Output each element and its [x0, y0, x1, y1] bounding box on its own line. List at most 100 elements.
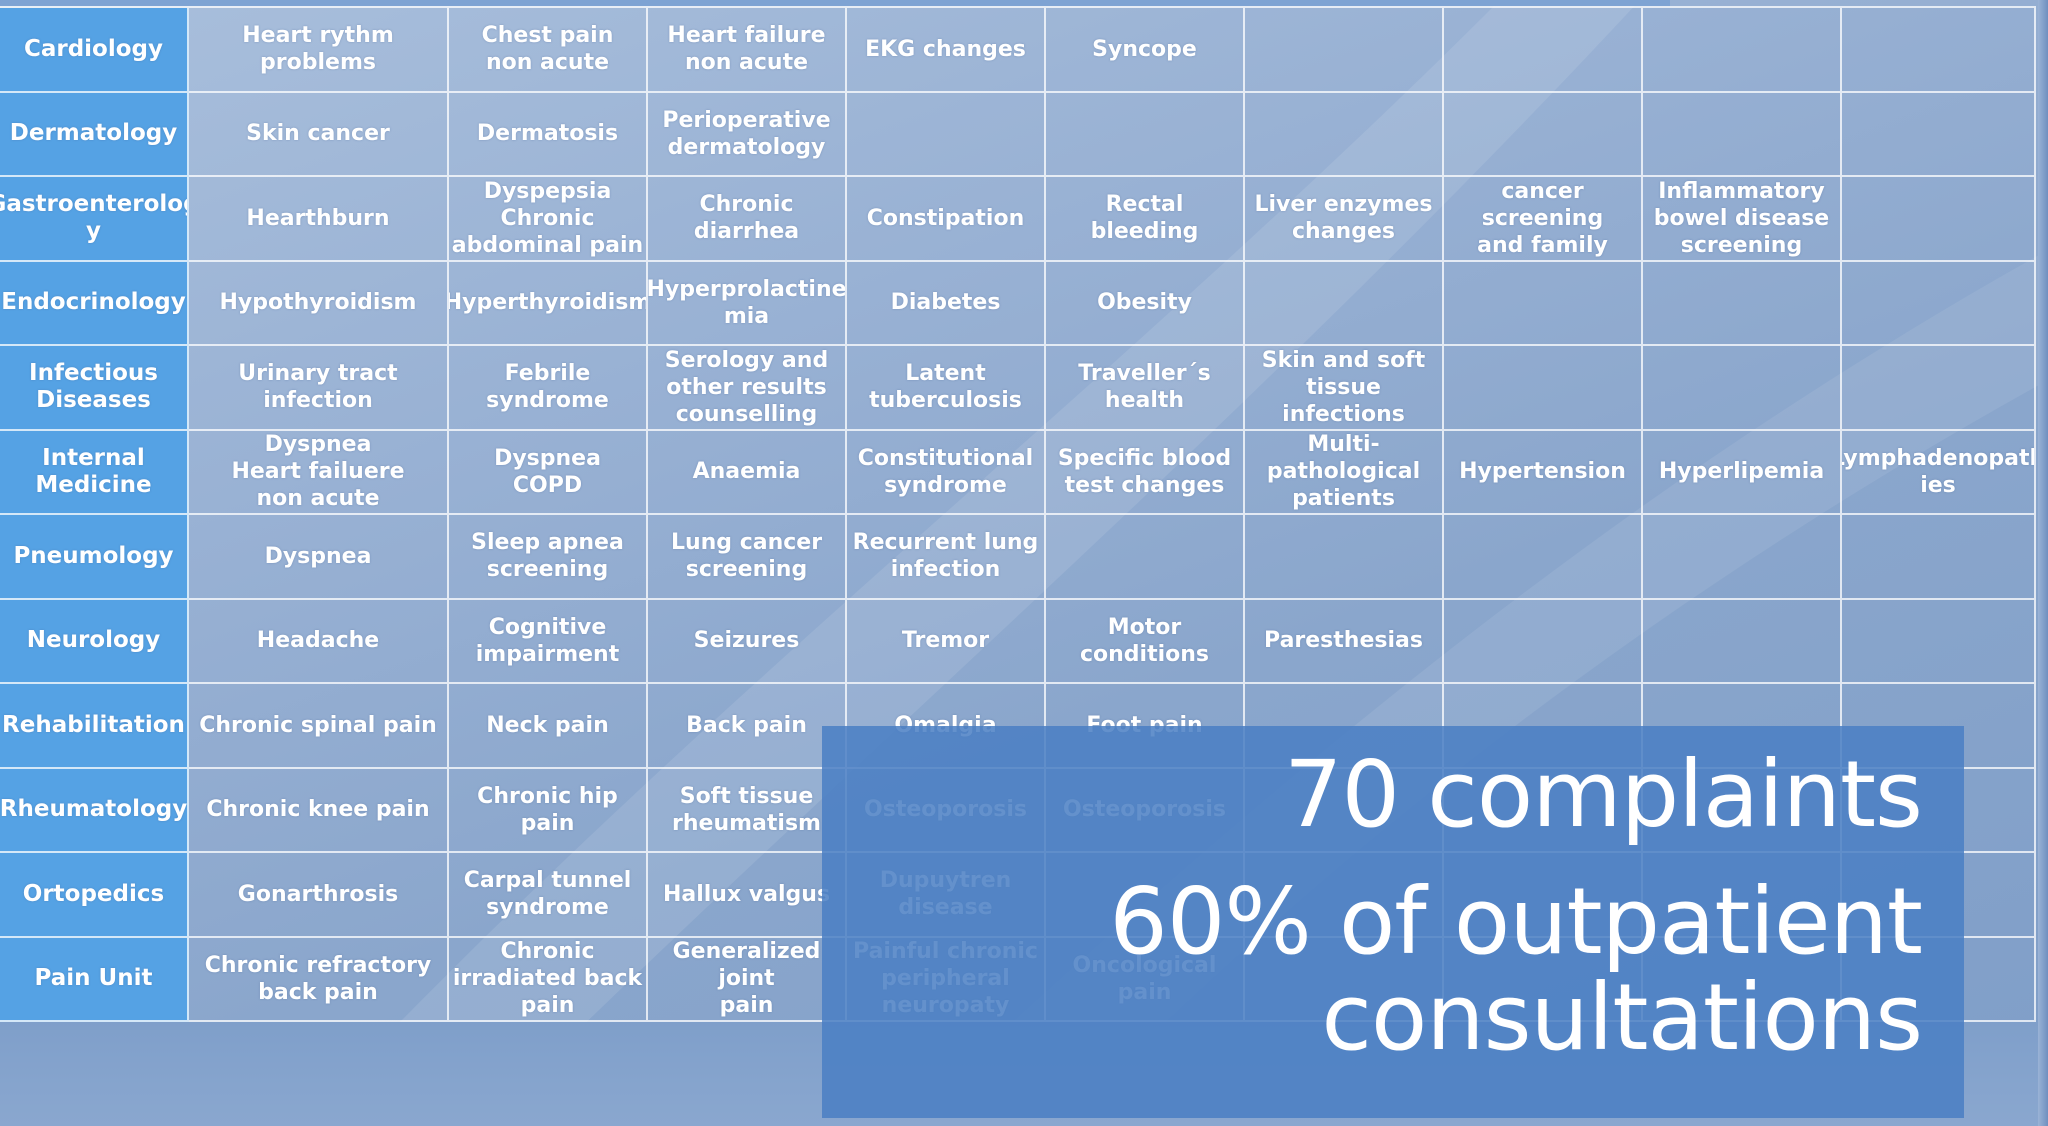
specialty-header-cell: Pneumology — [0, 515, 189, 600]
complaint-cell — [1444, 599, 1643, 684]
complaint-cell — [847, 92, 1046, 177]
complaint-cell — [1245, 92, 1444, 177]
specialty-header-cell: Ortopedics — [0, 853, 189, 938]
complaint-cell: Chronic diarrhea — [648, 177, 847, 262]
complaints-table: Cardiology Heart rythm problems Chest pain… — [0, 6, 2036, 1022]
complaint-cell: EKG changes — [847, 8, 1046, 93]
complaint-cell: Dyspnea COPD — [449, 430, 648, 515]
complaint-cell: Hypertension — [1444, 430, 1643, 515]
complaint-cell: Obesity — [1046, 261, 1245, 346]
complaint-cell: Perioperative dermatology — [648, 92, 847, 177]
complaint-cell: Seizures — [648, 599, 847, 684]
complaint-cell: Hyperthyroidism — [449, 261, 648, 346]
specialty-header-cell: Rheumatology — [0, 768, 189, 853]
complaint-cell — [1643, 599, 1842, 684]
complaint-cell: Headache — [189, 599, 449, 684]
complaint-cell: Dermatosis — [449, 92, 648, 177]
complaint-cell: Chest pain non acute — [449, 8, 648, 93]
complaint-cell: Lung cancer screening — [648, 515, 847, 600]
complaint-cell: Chronic irradiated back pain — [449, 937, 648, 1022]
complaint-cell — [1842, 599, 2036, 684]
complaint-cell: Hypothyroidism — [189, 261, 449, 346]
complaint-cell: Chronic hip pain — [449, 768, 648, 853]
specialty-header-cell: Neurology — [0, 599, 189, 684]
complaint-cell — [1444, 261, 1643, 346]
complaint-cell: Colorectal cancer screening and family s… — [1444, 177, 1643, 262]
complaint-cell — [1444, 346, 1643, 431]
complaint-cell: Sleep apnea screening — [449, 515, 648, 600]
complaint-cell — [1643, 261, 1842, 346]
complaint-cell: Chronic refractory back pain — [189, 937, 449, 1022]
complaint-cell: Diabetes — [847, 261, 1046, 346]
complaint-cell — [1643, 515, 1842, 600]
complaint-cell: Hearthburn — [189, 177, 449, 262]
complaint-cell: Febrile syndrome — [449, 346, 648, 431]
complaints-count-text: 70 complaints — [1283, 741, 1923, 848]
complaint-cell: Latent tuberculosis — [847, 346, 1046, 431]
specialty-header-cell: Gastroenterolog y — [0, 177, 189, 262]
complaint-cell — [1245, 8, 1444, 93]
complaint-cell — [1245, 261, 1444, 346]
complaint-cell: Traveller´s health — [1046, 346, 1245, 431]
complaint-cell — [1842, 346, 2036, 431]
specialty-header-cell: Infectious Diseases — [0, 346, 189, 431]
complaint-cell — [1046, 92, 1245, 177]
complaint-cell: Recurrent lung infection — [847, 515, 1046, 600]
complaint-cell — [1842, 177, 2036, 262]
complaint-cell: Heart rythm problems — [189, 8, 449, 93]
complaint-cell: Lymphadenopath ies — [1842, 430, 2036, 515]
complaint-cell — [1046, 515, 1245, 600]
complaint-cell: Carpal tunnel syndrome — [449, 853, 648, 938]
complaint-cell: Gonarthrosis — [189, 853, 449, 938]
complaint-cell: Skin cancer — [189, 92, 449, 177]
complaint-cell: Dyspnea — [189, 515, 449, 600]
complaint-cell: Skin and soft tissue infections — [1245, 346, 1444, 431]
complaint-cell: Constipation — [847, 177, 1046, 262]
top-band — [0, 0, 1670, 6]
complaint-cell: Urinary tract infection — [189, 346, 449, 431]
specialty-header-cell: Endocrinology — [0, 261, 189, 346]
right-edge-band — [2038, 0, 2048, 1126]
complaint-cell — [1643, 92, 1842, 177]
complaint-cell — [1842, 261, 2036, 346]
complaint-cell — [1842, 92, 2036, 177]
complaint-cell: Tremor — [847, 599, 1046, 684]
complaint-cell — [1643, 8, 1842, 93]
complaint-cell: Constitutional syndrome — [847, 430, 1046, 515]
complaint-cell: Anaemia — [648, 430, 847, 515]
complaint-cell: Generalized joint pain — [648, 937, 847, 1022]
complaint-cell: Rectal bleeding — [1046, 177, 1245, 262]
complaint-cell: Back pain — [648, 684, 847, 769]
complaint-cell — [1444, 515, 1643, 600]
complaint-cell: Serology and other results counselling — [648, 346, 847, 431]
complaint-cell — [1643, 346, 1842, 431]
complaint-cell: Hyperprolactine mia — [648, 261, 847, 346]
complaint-cell: Syncope — [1046, 8, 1245, 93]
complaint-cell: Motor conditions — [1046, 599, 1245, 684]
complaint-cell: Liver enzymes changes — [1245, 177, 1444, 262]
complaint-cell — [1842, 515, 2036, 600]
complaint-cell: Neck pain — [449, 684, 648, 769]
complaint-cell: Chronic spinal pain — [189, 684, 449, 769]
complaint-cell: Cognitive impairment — [449, 599, 648, 684]
specialty-header-cell: Cardiology — [0, 8, 189, 93]
summary-overlay: 70 complaints 60% of outpatient consulta… — [822, 726, 1964, 1118]
complaint-cell — [1842, 8, 2036, 93]
complaint-cell: Hyperlipemia — [1643, 430, 1842, 515]
complaint-cell — [1245, 515, 1444, 600]
complaint-cell: Paresthesias — [1245, 599, 1444, 684]
complaint-cell — [1444, 8, 1643, 93]
complaint-cell: Chronic knee pain — [189, 768, 449, 853]
specialty-header-cell: Rehabilitation — [0, 684, 189, 769]
complaint-cell: Specific blood test changes — [1046, 430, 1245, 515]
outpatient-share-text: 60% of outpatient consultations — [1109, 868, 1923, 1071]
complaint-cell: Inflammatory bowel disease screening — [1643, 177, 1842, 262]
complaint-cell: Multi- pathological patients — [1245, 430, 1444, 515]
complaint-cell — [1444, 92, 1643, 177]
specialty-header-cell: Dermatology — [0, 92, 189, 177]
complaint-cell: Dyspepsia Chronic abdominal pain — [449, 177, 648, 262]
complaint-cell: Dyspnea Heart failuere non acute — [189, 430, 449, 515]
complaint-cell: Hallux valgus — [648, 853, 847, 938]
complaint-cell: Heart failure non acute — [648, 8, 847, 93]
complaint-cell: Soft tissue rheumatism — [648, 768, 847, 853]
